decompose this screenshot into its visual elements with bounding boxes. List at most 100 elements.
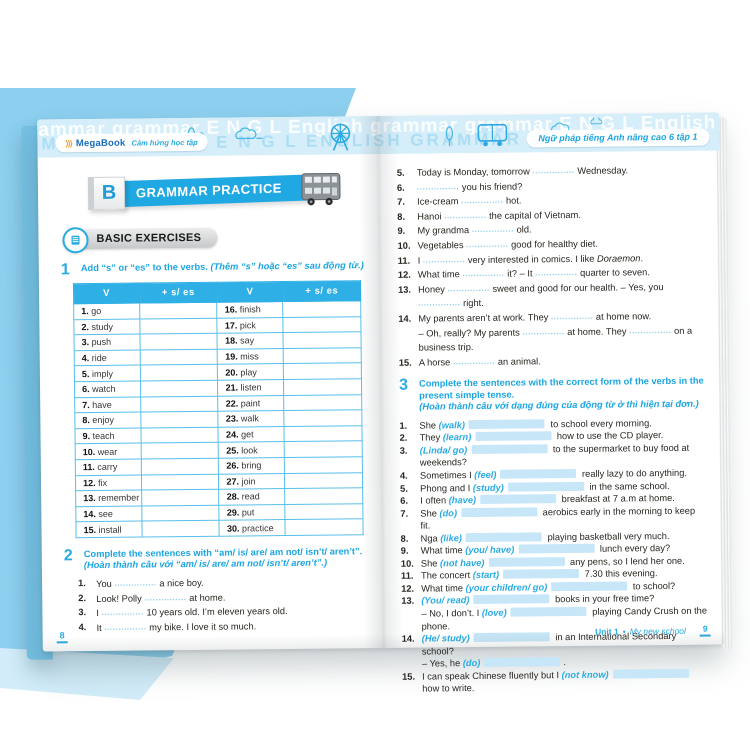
verb-cell: 3. push (73, 334, 141, 351)
cloud-icon (235, 127, 263, 140)
verb-cell: 8. enjoy (74, 412, 141, 429)
verb-cell: 27. join (218, 473, 286, 490)
verb-hint: (You/ read) (421, 595, 470, 607)
item-number: 8. (397, 211, 406, 222)
verb-cell: 29. put (219, 504, 286, 521)
verb-cell: 5. imply (74, 365, 141, 382)
verb-cell: 25. look (218, 441, 285, 459)
dotted-blank: ............... (144, 592, 187, 602)
verb-hint: (love) (481, 607, 507, 618)
item-number: 10. (397, 240, 411, 251)
verb-cell: 16. finish (217, 301, 284, 318)
exercise3-number: 3 (398, 377, 409, 395)
answer-blank (500, 468, 577, 479)
verb-cell: 9. teach (74, 427, 142, 445)
item-number: 10. (400, 558, 414, 569)
item-number (402, 658, 422, 671)
tram-icon (477, 123, 508, 147)
verb-cell: 1. go (73, 303, 140, 320)
answer-cell (283, 347, 362, 364)
answer-cell (141, 520, 220, 537)
item-text: Honey ............... sweet and good for… (417, 281, 664, 309)
answer-blank (518, 544, 595, 554)
page-number-right: 9 (699, 623, 711, 637)
answer-blank (551, 581, 628, 592)
answer-cell (140, 364, 218, 381)
dotted-blank: ............... (422, 254, 466, 265)
verb-cell: 28. read (219, 488, 286, 505)
exercise-line: 3. (Linda/ go) to the supermarket to buy … (400, 441, 707, 469)
verb-cell: 14. see (75, 505, 142, 523)
exercise-line: 7. She (do) aerobics early in the morning… (400, 504, 707, 532)
item-number: 14. (401, 633, 415, 644)
item-number: 9. (400, 546, 409, 557)
verb-hint: (study) (472, 482, 504, 493)
answer-cell (140, 348, 218, 366)
answer-blank (612, 668, 689, 679)
answer-cell (139, 317, 218, 335)
answer-cell (140, 426, 219, 444)
exercise1-instruction: Add “s” or “es” to the verbs. (80, 261, 208, 274)
exercise1-number: 1 (60, 261, 70, 279)
dotted-blank: ............... (460, 195, 504, 206)
exercise-line: 15. A horse ............... an animal. (399, 352, 706, 370)
exercise3-header: 3 Complete the sentences with the correc… (399, 376, 706, 414)
item-number: 5. (396, 167, 405, 178)
answer-cell (140, 411, 219, 428)
verb-hint: (not have) (439, 557, 485, 569)
answer-cell (139, 302, 218, 319)
dotted-blank: ............... (447, 283, 490, 294)
answer-blank (461, 507, 538, 517)
column-header: + s/ es (282, 280, 361, 302)
exercise2-items: 1. You ............... a nice boy. 2. Look!… (64, 574, 370, 636)
item-number: 11. (397, 255, 411, 266)
exercise-line: 13. Honey ............... sweet and good … (398, 279, 705, 311)
item-number: 4. (78, 621, 87, 632)
header-decor-band: grammar grammar E N G L English grammar … (37, 112, 720, 158)
column-header: + s/ es (139, 282, 218, 304)
item-number: 7. (397, 196, 405, 208)
answer-blank (465, 532, 543, 542)
dotted-blank: ............... (104, 622, 147, 632)
answer-blank (480, 494, 557, 505)
page-number-left: 8 (56, 630, 68, 644)
answer-cell (283, 300, 361, 318)
verb-hint: (do) (439, 507, 458, 519)
dotted-blank: ............... (444, 210, 487, 221)
dotted-blank: ............... (462, 268, 505, 279)
verb-hint: (you/ have) (465, 544, 515, 556)
verb-cell: 24. get (218, 426, 285, 443)
section-banner: B GRAMMAR PRACTICE (87, 172, 365, 215)
dotted-blank: ............... (416, 181, 460, 192)
verb-hint: (have) (448, 495, 477, 506)
tree-icon (445, 126, 454, 147)
item-number: 15. (398, 357, 412, 368)
answer-cell (141, 473, 220, 491)
exercise1-header: 1 Add “s” or “es” to the verbs. (Thêm “s… (60, 260, 366, 279)
item-number: 8. (400, 533, 409, 544)
item-number: 13. (401, 596, 415, 607)
item-number: 2. (78, 592, 87, 603)
answer-cell (284, 394, 362, 411)
answer-blank (507, 481, 584, 492)
item-number: 9. (397, 226, 406, 237)
dotted-blank: ............... (452, 356, 496, 366)
verb-cell: 10. wear (75, 443, 142, 460)
answer-cell (284, 472, 363, 489)
verb-cell: 11. carry (75, 458, 142, 476)
answer-cell (284, 456, 363, 474)
verb-cell: 30. practice (219, 519, 286, 537)
right-page: 5. Today is Monday, tomorrow ............… (378, 112, 725, 694)
item-number: 12. (401, 583, 415, 594)
answer-blank (484, 657, 561, 668)
verb-hint: (your children/ go) (465, 582, 548, 594)
book-pages: grammar grammar E N G L English grammar … (37, 112, 732, 694)
answer-blank (473, 632, 550, 643)
exercise-line: 4. It ............... my bike. I love it … (78, 618, 369, 636)
open-book: grammar grammar E N G L English grammar … (21, 112, 732, 694)
answer-cell (141, 489, 220, 506)
item-number (401, 608, 421, 633)
dotted-blank: ............... (471, 224, 515, 235)
table-row: 15. install 30. practice (75, 519, 364, 538)
answer-cell (283, 378, 362, 396)
